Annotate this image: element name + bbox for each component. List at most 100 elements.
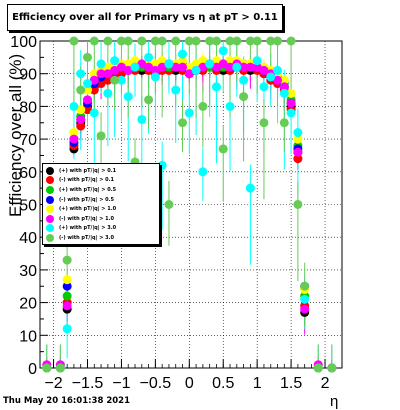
data-point xyxy=(110,65,120,75)
legend-marker xyxy=(46,195,54,204)
legend-marker xyxy=(46,166,54,175)
legend-label: (+) with pT/|q| > 0.5 xyxy=(59,186,117,193)
data-point xyxy=(225,56,235,66)
data-point xyxy=(300,281,310,291)
data-point xyxy=(110,75,120,85)
data-point xyxy=(205,59,215,69)
data-point xyxy=(89,85,99,95)
data-point xyxy=(184,69,194,79)
data-point xyxy=(123,65,133,75)
data-point xyxy=(96,79,106,89)
data-point xyxy=(62,301,72,311)
data-point xyxy=(96,131,106,141)
data-point xyxy=(103,88,113,98)
data-point xyxy=(89,69,99,79)
legend-label: (-) with pT/|q| > 0.5 xyxy=(59,196,114,203)
legend-label: (+) with pT/|q| > 3.0 xyxy=(59,225,117,232)
legend-label: (-) with pT/|q| > 3.0 xyxy=(59,234,114,241)
data-point xyxy=(103,69,113,79)
x-tick-label: 1 xyxy=(253,375,262,392)
data-point xyxy=(116,69,126,79)
data-point xyxy=(116,36,126,46)
data-point xyxy=(69,128,79,138)
data-point xyxy=(164,200,174,209)
data-point xyxy=(130,62,140,72)
data-point xyxy=(62,255,72,265)
data-point xyxy=(76,114,86,124)
legend-marker xyxy=(46,176,54,185)
y-tick-label: 10 xyxy=(19,328,37,345)
data-point xyxy=(178,49,188,59)
legend-entry: (-) with pT/|q| > 3.0 xyxy=(46,233,159,243)
y-tick-label: 100 xyxy=(10,34,37,51)
data-point xyxy=(225,36,235,46)
data-point xyxy=(279,75,289,85)
data-point xyxy=(205,36,215,46)
data-point xyxy=(266,72,276,82)
data-point xyxy=(232,36,242,46)
data-point xyxy=(211,62,221,72)
data-point xyxy=(178,118,188,128)
y-tick-label: 80 xyxy=(19,99,37,116)
data-point xyxy=(293,134,303,144)
data-point xyxy=(279,118,289,128)
data-point xyxy=(286,36,296,46)
data-point xyxy=(123,36,133,46)
data-point xyxy=(286,88,296,98)
legend-label: (-) with pT/|q| > 1.0 xyxy=(59,215,114,222)
data-point xyxy=(259,65,269,75)
data-point xyxy=(83,105,93,115)
data-point xyxy=(89,108,99,118)
data-point xyxy=(83,95,93,105)
data-point xyxy=(157,36,167,46)
x-tick-label: 0.5 xyxy=(212,375,234,392)
data-point xyxy=(137,59,147,69)
data-point xyxy=(184,62,194,72)
x-tick-label: 1.5 xyxy=(280,375,302,392)
data-point xyxy=(239,75,249,85)
data-point xyxy=(232,62,242,72)
x-tick-label: −2 xyxy=(44,375,62,392)
legend-entry: (-) with pT/|q| > 1.0 xyxy=(46,214,159,224)
data-point xyxy=(293,154,303,164)
data-point xyxy=(211,56,221,66)
chart-title: Efficiency over all for Primary vs η at … xyxy=(7,4,283,31)
y-axis-label: Efficiency over all (%) xyxy=(6,53,25,217)
data-point xyxy=(144,52,154,62)
timestamp: Thu May 20 16:01:38 2021 xyxy=(3,396,130,406)
data-point xyxy=(150,65,160,75)
data-point xyxy=(218,46,228,56)
data-point xyxy=(96,69,106,79)
data-point xyxy=(218,59,228,69)
data-point xyxy=(42,363,52,373)
data-point xyxy=(62,291,72,301)
y-tick-label: 30 xyxy=(19,263,37,280)
y-tick-label: 20 xyxy=(19,296,37,313)
data-point xyxy=(211,36,221,46)
data-point xyxy=(69,101,79,111)
legend-marker xyxy=(46,205,54,214)
data-point xyxy=(123,59,133,69)
data-point xyxy=(211,82,221,92)
data-point xyxy=(273,36,283,46)
data-point xyxy=(144,62,154,72)
data-point xyxy=(300,294,310,304)
data-point xyxy=(266,36,276,46)
data-point xyxy=(252,62,262,72)
y-tick-label: 60 xyxy=(19,165,37,182)
data-point xyxy=(286,108,296,118)
data-point xyxy=(239,92,249,102)
y-tick-label: 0 xyxy=(28,361,37,378)
data-point xyxy=(144,95,154,105)
x-tick-label: −1.5 xyxy=(72,375,104,392)
data-point xyxy=(293,147,303,157)
data-point xyxy=(103,36,113,46)
legend-entry: (+) with pT/|q| > 3.0 xyxy=(46,224,159,234)
data-point xyxy=(83,79,93,89)
x-tick-label: −1 xyxy=(112,375,130,392)
x-tick-label: −0.5 xyxy=(140,375,172,392)
legend-marker xyxy=(46,185,54,194)
data-point xyxy=(252,36,262,46)
data-point xyxy=(300,304,310,314)
